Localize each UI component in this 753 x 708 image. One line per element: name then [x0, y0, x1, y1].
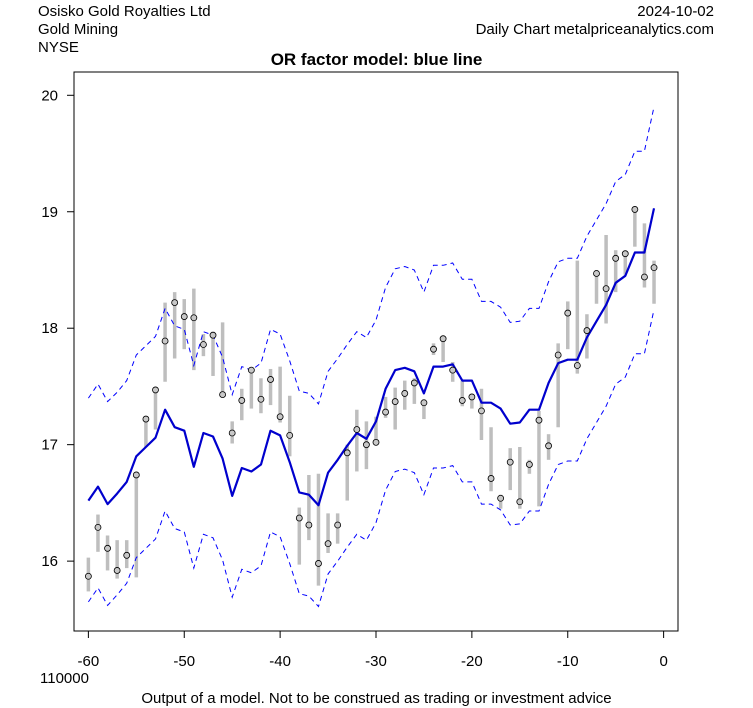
- close-point: [228, 429, 236, 437]
- model-line: [87, 208, 656, 507]
- close-point: [200, 341, 207, 348]
- close-point: [161, 337, 169, 345]
- close-point: [602, 285, 610, 293]
- close-point: [516, 498, 524, 506]
- y-axis: 16 17 18 19 20: [41, 87, 74, 570]
- close-point: [650, 264, 658, 272]
- chart-title: OR factor model: blue line: [270, 50, 483, 69]
- chart-date: 2024-10-02: [637, 3, 714, 20]
- close-point: [525, 461, 533, 468]
- sector-label: Gold Mining: [38, 21, 119, 38]
- y-tick-label: 16: [41, 553, 58, 570]
- exchange-label: NYSE: [38, 39, 79, 56]
- close-point: [535, 416, 543, 424]
- close-point: [305, 521, 313, 529]
- close-point: [295, 514, 303, 522]
- close-point: [286, 431, 294, 439]
- volume-label: 110000: [40, 670, 89, 687]
- close-point: [257, 395, 265, 403]
- upper-band-line: [87, 106, 655, 405]
- close-point: [94, 523, 102, 531]
- close-point: [621, 250, 629, 258]
- close-point: [171, 299, 179, 306]
- close-point: [209, 331, 217, 339]
- close-point: [487, 475, 495, 482]
- disclaimer: Output of a model. Not to be construed a…: [141, 690, 612, 707]
- x-tick-label: -40: [269, 653, 291, 670]
- company-name: Osisko Gold Royalties Ltd: [38, 3, 211, 20]
- price-range-bars: [86, 207, 656, 592]
- close-point: [238, 397, 246, 404]
- y-tick-label: 19: [41, 204, 58, 221]
- x-tick-label: -10: [557, 653, 579, 670]
- close-point: [573, 362, 581, 369]
- close-point: [142, 415, 150, 423]
- x-tick-label: -60: [78, 653, 100, 670]
- close-point: [593, 270, 600, 277]
- close-point: [123, 551, 131, 559]
- close-point: [631, 206, 639, 213]
- close-point: [612, 254, 620, 262]
- close-point: [343, 449, 351, 457]
- x-tick-label: -30: [365, 653, 387, 670]
- close-point: [372, 438, 380, 446]
- close-point: [391, 398, 399, 405]
- close-point: [478, 407, 485, 415]
- y-tick-label: 17: [41, 437, 58, 454]
- close-point: [420, 399, 428, 407]
- lower-band-line: [87, 309, 655, 608]
- close-point: [334, 521, 342, 529]
- close-point: [363, 441, 370, 449]
- chart-source: Daily Chart metalpriceanalytics.com: [475, 21, 714, 38]
- close-point: [545, 442, 552, 450]
- close-point: [132, 471, 140, 479]
- close-point: [219, 391, 227, 398]
- close-point: [439, 335, 447, 343]
- close-point: [276, 413, 284, 421]
- close-point: [401, 390, 409, 397]
- close-point: [506, 458, 514, 466]
- close-point: [267, 376, 274, 383]
- close-point: [104, 544, 111, 552]
- close-point: [410, 379, 418, 387]
- close-point: [564, 309, 572, 317]
- close-point: [554, 351, 562, 359]
- close-point: [315, 560, 322, 567]
- close-point: [180, 313, 188, 320]
- close-point: [324, 540, 332, 548]
- close-points: [84, 206, 658, 580]
- model-lines: [87, 106, 656, 608]
- close-point: [190, 314, 198, 322]
- x-axis: -60 -50 -40 -30 -20 -10 0: [78, 631, 668, 670]
- close-point: [430, 345, 437, 353]
- close-point: [382, 408, 389, 416]
- close-point: [113, 567, 121, 574]
- x-tick-label: -20: [461, 653, 483, 670]
- close-point: [152, 386, 159, 394]
- close-point: [641, 273, 648, 281]
- close-point: [84, 572, 92, 580]
- close-point: [497, 494, 505, 502]
- x-tick-label: -50: [173, 653, 195, 670]
- close-point: [468, 393, 476, 401]
- x-tick-label: 0: [659, 653, 667, 670]
- close-point: [583, 327, 591, 334]
- close-point: [247, 366, 255, 374]
- y-tick-label: 20: [41, 87, 58, 104]
- close-point: [353, 426, 361, 433]
- y-tick-label: 18: [41, 320, 58, 337]
- close-point: [458, 397, 466, 404]
- close-point: [449, 366, 457, 374]
